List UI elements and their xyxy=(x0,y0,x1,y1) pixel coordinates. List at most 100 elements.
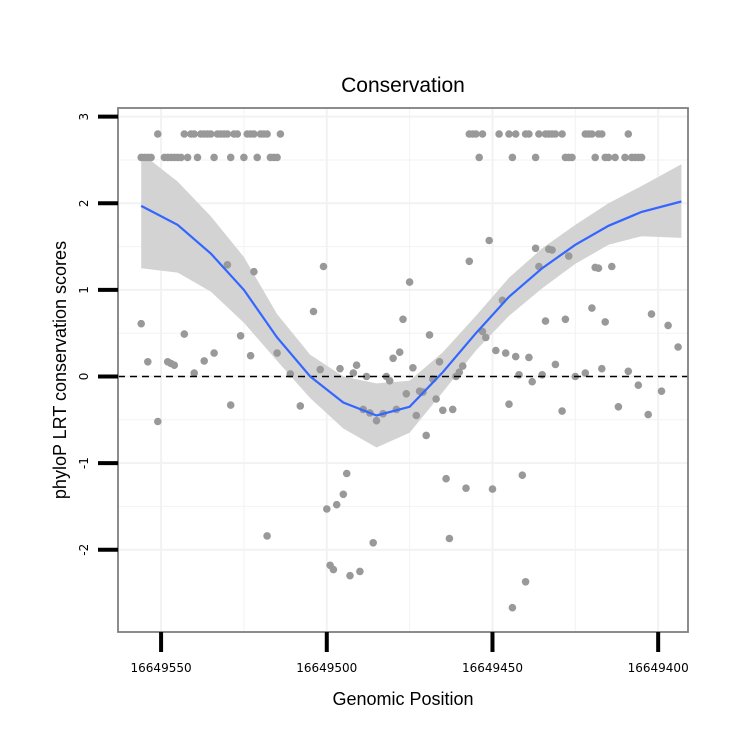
data-point xyxy=(644,410,652,419)
data-point xyxy=(352,361,361,370)
data-point xyxy=(273,153,281,162)
data-point xyxy=(505,130,513,138)
data-point xyxy=(323,505,331,513)
data-point xyxy=(319,262,328,271)
y-tick-label: 1 xyxy=(77,286,91,294)
data-point xyxy=(624,130,633,138)
data-point xyxy=(405,278,414,286)
data-point xyxy=(482,333,490,342)
data-point xyxy=(339,490,348,499)
data-point xyxy=(538,371,546,379)
data-point xyxy=(568,153,576,162)
data-point xyxy=(342,469,351,478)
data-point xyxy=(535,130,543,138)
data-point xyxy=(210,349,218,357)
data-point xyxy=(190,369,198,377)
data-point xyxy=(515,371,523,379)
data-point xyxy=(362,372,371,381)
y-axis-title: phyloP LRT conservation scores xyxy=(50,241,70,499)
data-point xyxy=(561,315,570,324)
data-point xyxy=(594,264,603,273)
data-point xyxy=(180,330,189,338)
data-point xyxy=(349,369,358,377)
y-axis: -2 -1 0 1 2 3 xyxy=(77,113,118,556)
y-tick-label: -2 xyxy=(77,544,91,556)
data-point xyxy=(531,244,540,253)
data-point xyxy=(336,364,344,373)
data-point xyxy=(472,130,480,138)
data-point xyxy=(263,130,271,138)
data-point xyxy=(634,381,643,390)
data-point xyxy=(356,567,364,576)
confidence-ribbon xyxy=(141,153,682,448)
smooth-trend-line xyxy=(140,200,682,417)
panel-border xyxy=(117,107,689,633)
data-point xyxy=(296,402,305,410)
data-point xyxy=(250,130,258,138)
data-point xyxy=(608,262,616,271)
data-point xyxy=(210,153,218,162)
x-axis: 16649550 16649500 16649450 16649400 xyxy=(131,632,689,675)
data-point xyxy=(425,331,434,339)
data-point xyxy=(525,353,533,362)
data-point xyxy=(637,153,646,162)
data-point xyxy=(518,471,527,480)
data-point xyxy=(147,153,155,162)
data-point xyxy=(445,534,454,543)
data-point xyxy=(601,318,609,326)
data-point xyxy=(581,369,590,377)
data-point xyxy=(558,130,566,138)
data-point xyxy=(276,130,285,138)
data-point xyxy=(412,411,421,420)
data-point xyxy=(485,236,494,245)
data-point xyxy=(233,130,242,138)
data-point xyxy=(521,578,530,586)
data-point xyxy=(508,603,517,612)
data-point xyxy=(207,130,215,138)
data-point xyxy=(409,364,417,372)
data-point xyxy=(442,474,450,483)
data-point xyxy=(475,153,484,162)
data-point xyxy=(492,346,500,355)
data-point xyxy=(488,485,497,493)
y-tick-label: 3 xyxy=(77,113,91,121)
data-point xyxy=(389,354,397,363)
data-point xyxy=(263,532,271,540)
data-point xyxy=(588,130,596,138)
data-point xyxy=(588,304,596,312)
data-point xyxy=(657,387,666,396)
chart-title: Conservation xyxy=(341,74,465,97)
data-point xyxy=(190,130,198,138)
panel-background xyxy=(118,108,688,632)
data-point xyxy=(548,246,556,254)
y-tick-label: 0 xyxy=(77,373,91,381)
data-point xyxy=(674,343,682,351)
x-tick-label: 16649500 xyxy=(296,661,357,675)
data-point xyxy=(647,310,656,318)
data-point xyxy=(501,349,510,357)
data-point xyxy=(236,332,245,340)
data-point xyxy=(144,358,152,366)
data-point xyxy=(226,401,235,409)
plot-panel xyxy=(117,107,689,633)
data-point xyxy=(508,153,517,162)
data-point xyxy=(462,484,470,493)
data-point xyxy=(564,252,573,260)
data-point xyxy=(458,362,467,370)
data-point xyxy=(154,417,162,426)
data-point xyxy=(137,319,145,328)
data-point xyxy=(329,565,338,574)
data-point xyxy=(346,571,354,580)
data-point xyxy=(177,153,185,162)
data-point xyxy=(511,130,520,138)
data-point xyxy=(664,321,672,330)
y-tick-label: 2 xyxy=(77,199,91,207)
data-point xyxy=(448,405,457,414)
data-point xyxy=(385,377,394,385)
x-tick-label: 16649450 xyxy=(462,661,523,675)
data-point xyxy=(624,367,633,376)
data-point xyxy=(432,395,440,403)
data-point xyxy=(495,130,503,138)
x-tick-label: 16649550 xyxy=(131,661,192,675)
